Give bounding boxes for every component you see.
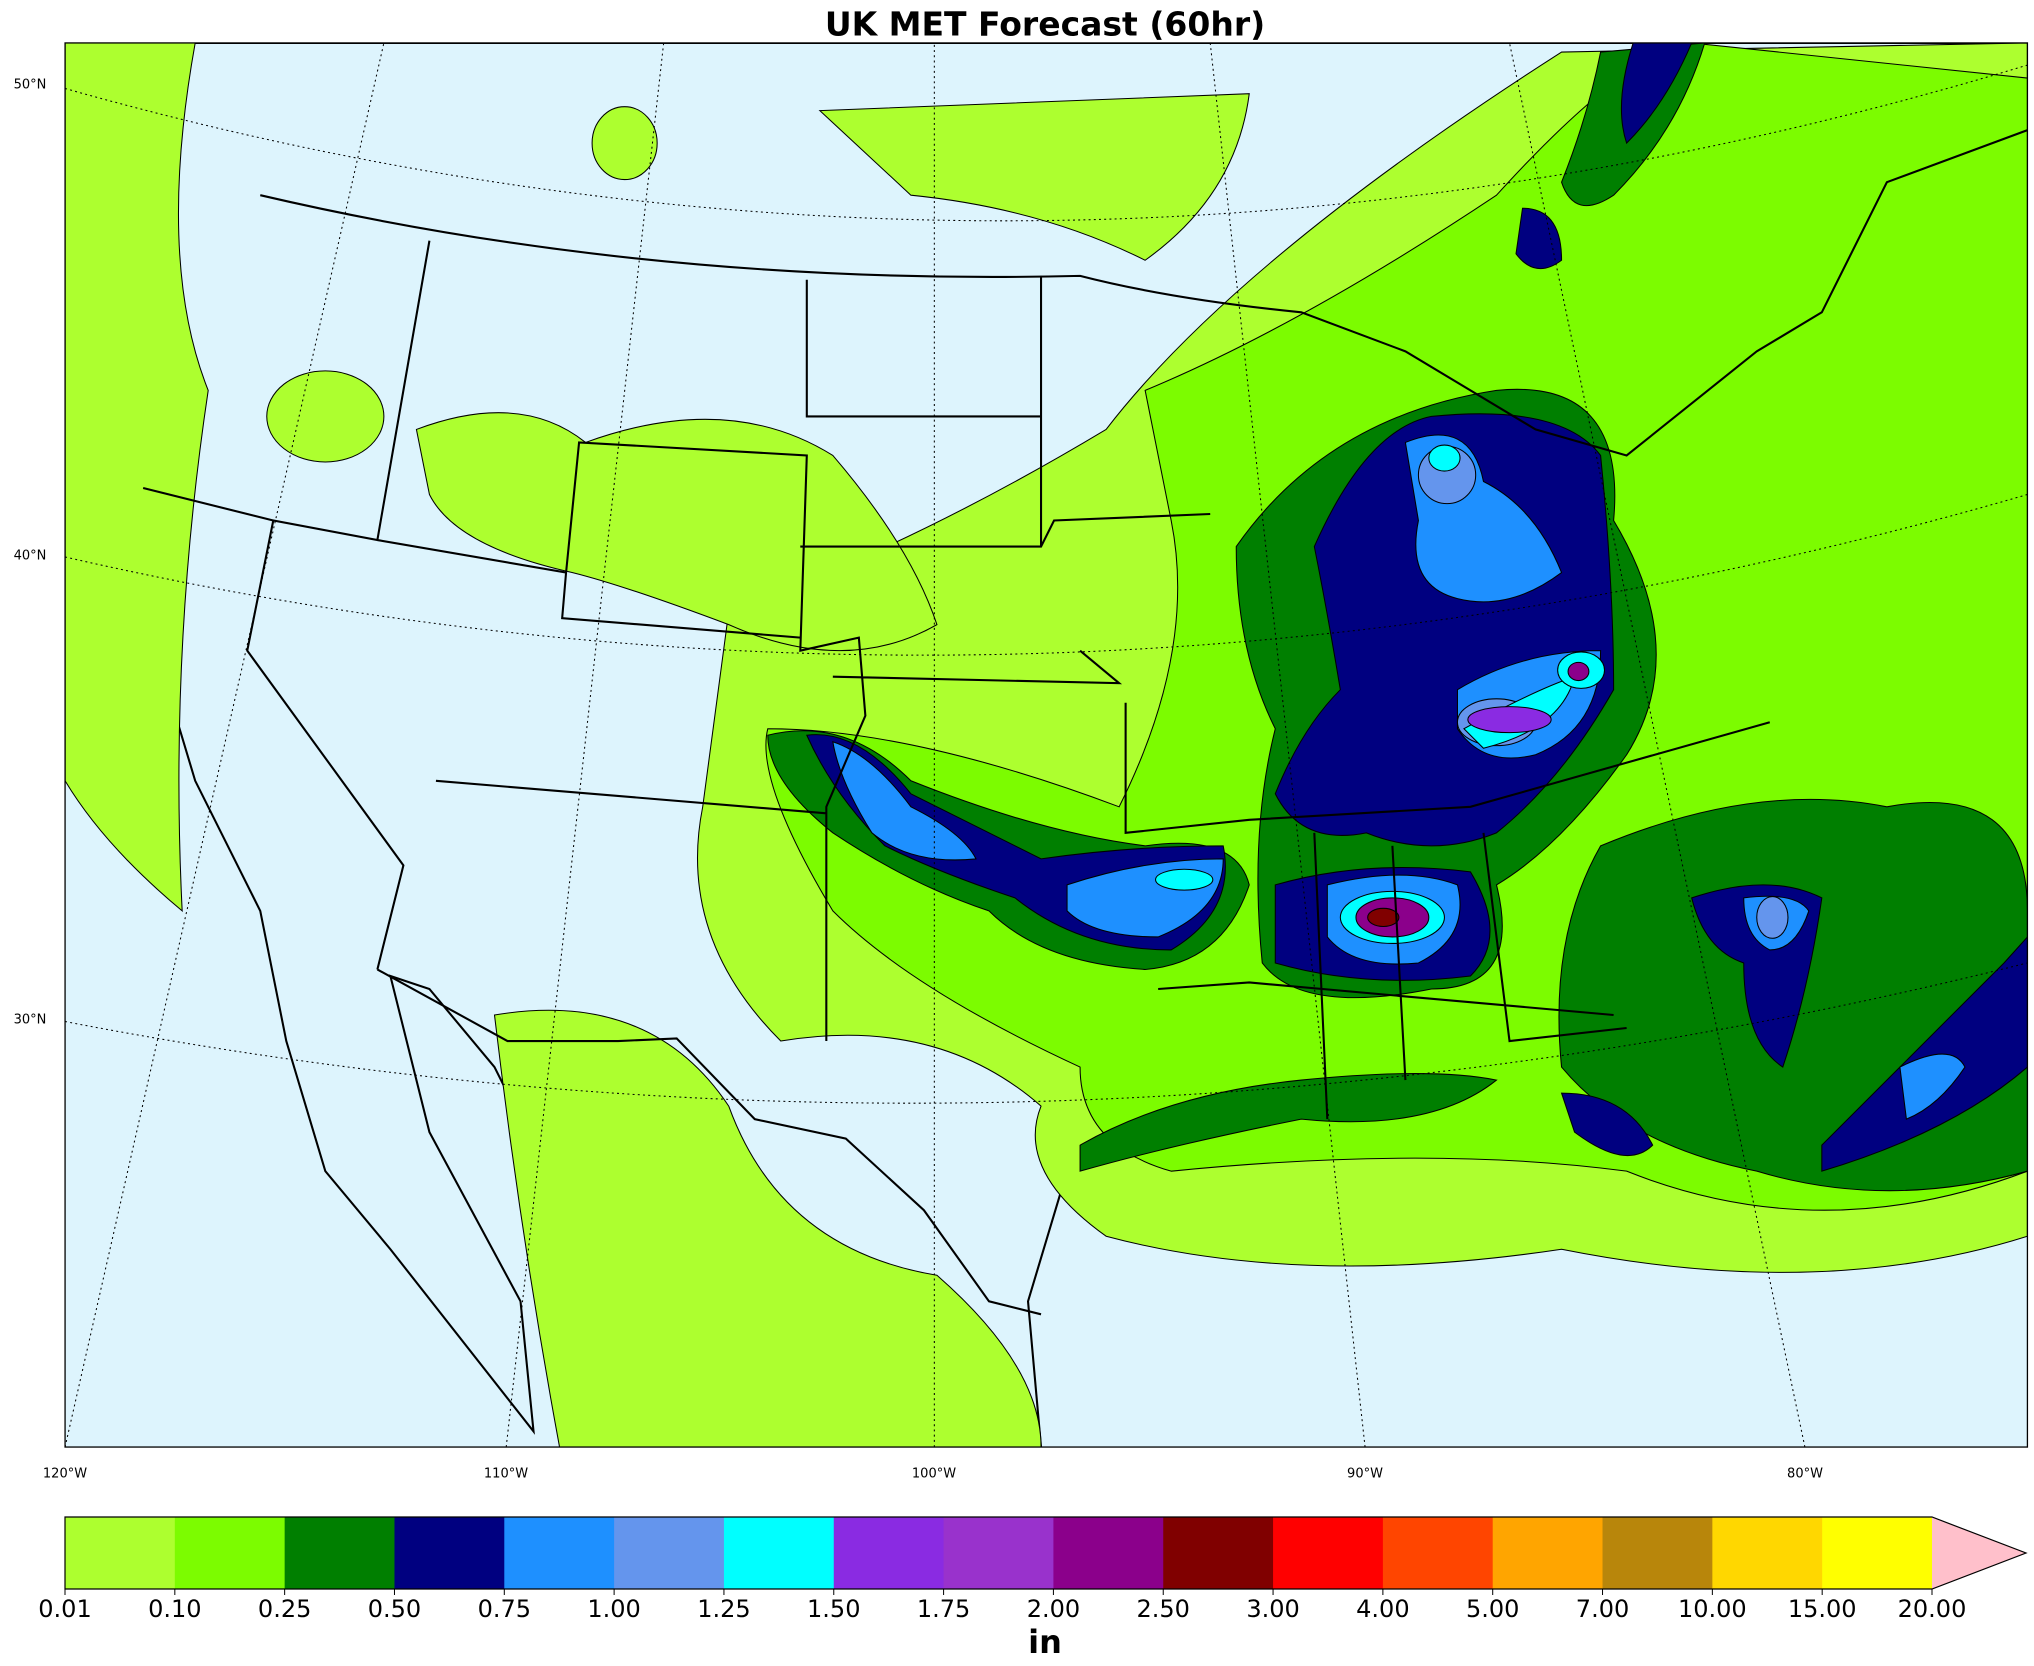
colorbar-swatch bbox=[1382, 1517, 1494, 1589]
precip-area bbox=[1467, 706, 1552, 734]
lon-label: 80°W bbox=[1787, 1467, 1823, 1482]
colorbar-swatch bbox=[284, 1517, 395, 1589]
colorbar: 0.01 0.10 0.25 0.50 0.75 1.00 1.25 1.50 1.75 2.00… bbox=[38, 1516, 2028, 1623]
precip-area bbox=[1899, 1053, 1966, 1120]
colorbar-label: 5.00 bbox=[1466, 1595, 1519, 1623]
colorbar-swatch bbox=[614, 1517, 725, 1589]
colorbar-label: 1.25 bbox=[697, 1595, 750, 1623]
colorbar-extension bbox=[1932, 1517, 2026, 1589]
lon-labels: 120°W 110°W 100°W 90°W 80°W bbox=[43, 1467, 1823, 1482]
colorbar-unit: in bbox=[1028, 1623, 1062, 1661]
colorbar-label: 1.50 bbox=[807, 1595, 860, 1623]
precip-area bbox=[1367, 907, 1400, 928]
colorbar-label: 0.10 bbox=[148, 1595, 201, 1623]
lon-label: 100°W bbox=[912, 1467, 956, 1482]
colorbar-label: 3.00 bbox=[1246, 1595, 1299, 1623]
precip-area bbox=[65, 42, 209, 913]
lon-label: 110°W bbox=[484, 1467, 528, 1482]
precip-area bbox=[1567, 661, 1590, 682]
colorbar-swatch bbox=[943, 1517, 1054, 1589]
colorbar-label: 1.00 bbox=[587, 1595, 640, 1623]
colorbar-label: 4.00 bbox=[1356, 1595, 1409, 1623]
colorbar-swatch bbox=[65, 1517, 176, 1589]
colorbar-swatch bbox=[1273, 1517, 1384, 1589]
precip-area bbox=[266, 370, 385, 463]
colorbar-label: 2.00 bbox=[1027, 1595, 1080, 1623]
colorbar-label: 2.50 bbox=[1137, 1595, 1190, 1623]
colorbar-swatch bbox=[1053, 1517, 1164, 1589]
colorbar-label: 0.01 bbox=[38, 1595, 91, 1623]
colorbar-label: 20.00 bbox=[1898, 1595, 1967, 1623]
colorbar-label: 10.00 bbox=[1678, 1595, 1747, 1623]
map-frame bbox=[64, 42, 2029, 1448]
precip-area bbox=[1560, 1092, 1654, 1157]
colorbar-label: 15.00 bbox=[1788, 1595, 1857, 1623]
precip-area bbox=[1428, 444, 1461, 472]
colorbar-label: 0.50 bbox=[368, 1595, 421, 1623]
lat-label: 40°N bbox=[14, 549, 47, 564]
borders bbox=[142, 129, 2028, 1316]
colorbar-swatch bbox=[1492, 1517, 1604, 1589]
lon-label: 90°W bbox=[1347, 1467, 1383, 1482]
precip-area bbox=[1155, 868, 1214, 891]
precip-area bbox=[832, 740, 977, 861]
colorbar-label: 1.75 bbox=[917, 1595, 970, 1623]
lon-label: 120°W bbox=[43, 1467, 87, 1482]
lat-label: 50°N bbox=[14, 78, 47, 93]
precip-area bbox=[1515, 207, 1563, 270]
colorbar-swatch bbox=[833, 1517, 945, 1589]
colorbar-swatch bbox=[1163, 1517, 1274, 1589]
lat-label: 30°N bbox=[14, 1013, 47, 1028]
lat-labels: 50°N 40°N 30°N bbox=[14, 78, 47, 1028]
colorbar-swatch bbox=[174, 1517, 286, 1589]
graticule bbox=[65, 42, 2028, 1448]
precip-area bbox=[1756, 896, 1789, 939]
colorbar-swatch bbox=[1712, 1517, 1823, 1589]
precip-area bbox=[1821, 936, 2028, 1172]
colorbar-swatch bbox=[504, 1517, 615, 1589]
colorbar-label: 0.25 bbox=[258, 1595, 311, 1623]
map-title: UK MET Forecast (60hr) bbox=[825, 5, 1265, 44]
colorbar-outline bbox=[64, 1516, 2028, 1590]
map bbox=[64, 42, 2029, 1448]
colorbar-swatch bbox=[1602, 1517, 1713, 1589]
colorbar-label: 7.00 bbox=[1576, 1595, 1629, 1623]
precip-area bbox=[591, 106, 658, 181]
colorbar-swatch bbox=[1822, 1517, 1933, 1589]
precip-area bbox=[818, 93, 1250, 261]
colorbar-label: 0.75 bbox=[478, 1595, 531, 1623]
precip-area bbox=[1620, 42, 1693, 145]
precip-area bbox=[493, 1009, 1042, 1448]
colorbar-swatch bbox=[394, 1517, 505, 1589]
colorbar-swatch bbox=[723, 1517, 835, 1589]
